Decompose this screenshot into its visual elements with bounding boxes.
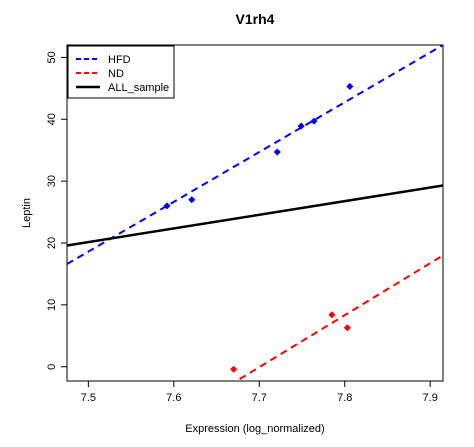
y-tick-label: 50 — [46, 51, 58, 63]
legend-label: ND — [108, 68, 124, 80]
legend: HFD ND ALL_sample — [67, 45, 175, 99]
chart-title: V1rh4 — [236, 11, 275, 27]
y-axis: 0 10 20 30 40 50 — [46, 51, 67, 370]
data-point-hfd — [188, 196, 196, 204]
x-tick-label: 7.8 — [337, 392, 352, 404]
data-point-nd — [328, 311, 336, 319]
x-tick-label: 7.9 — [423, 392, 438, 404]
y-tick-label: 30 — [46, 175, 58, 187]
fit-line-nd — [234, 254, 443, 381]
data-point-nd — [230, 365, 238, 373]
x-tick-label: 7.7 — [252, 392, 267, 404]
plot-frame — [66, 44, 444, 382]
data-point-hfd — [273, 148, 281, 156]
y-tick-label: 10 — [46, 299, 58, 311]
fit-line-hfd — [67, 45, 443, 265]
y-tick-label: 0 — [46, 364, 58, 370]
data-point-hfd — [297, 122, 305, 130]
data-point-hfd — [163, 202, 171, 210]
data-point-nd — [343, 324, 351, 332]
legend-label: ALL_sample — [108, 82, 169, 94]
fit-line-all-sample — [67, 184, 443, 247]
data-points — [163, 82, 354, 373]
legend-label: HFD — [108, 54, 131, 66]
data-point-hfd — [310, 117, 318, 125]
fit-lines — [67, 45, 443, 381]
data-point-hfd — [346, 82, 354, 90]
x-tick-label: 7.5 — [81, 392, 96, 404]
x-axis: 7.5 7.6 7.7 7.8 7.9 — [81, 381, 438, 404]
y-tick-label: 20 — [46, 237, 58, 249]
x-axis-label: Expression (log_normalized) — [185, 423, 324, 435]
y-axis-label: Leptin — [21, 198, 33, 228]
x-tick-label: 7.6 — [166, 392, 181, 404]
y-tick-label: 40 — [46, 113, 58, 125]
